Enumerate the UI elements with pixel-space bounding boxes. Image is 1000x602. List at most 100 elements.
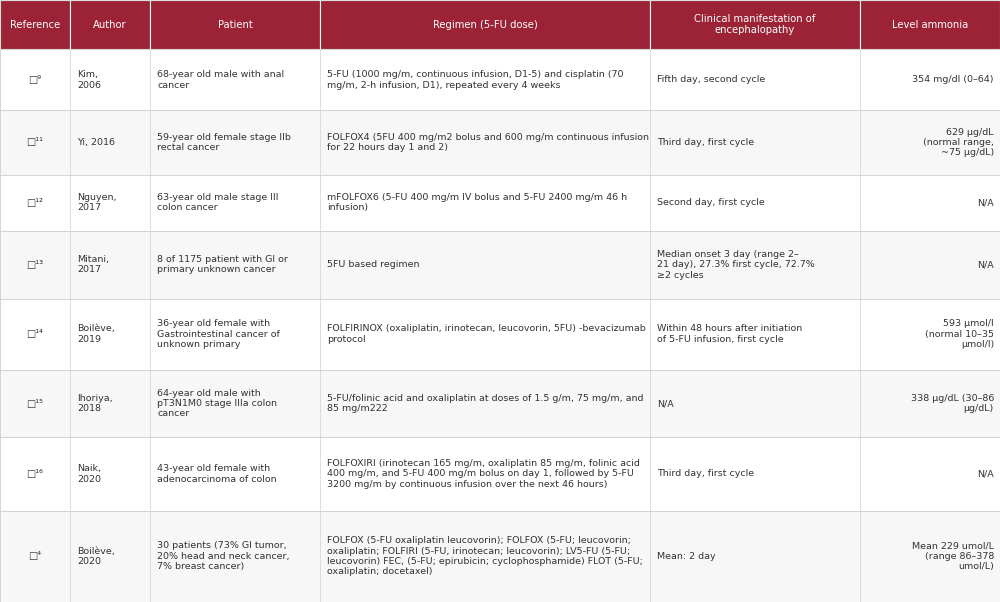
Text: □¹²: □¹²: [26, 198, 44, 208]
Text: Ihoriya,
2018: Ihoriya, 2018: [77, 394, 113, 413]
Bar: [860, 110, 1000, 175]
Bar: [650, 438, 860, 510]
Text: □¹⁶: □¹⁶: [26, 469, 44, 479]
Bar: [150, 0, 320, 49]
Bar: [0, 438, 70, 510]
Bar: [320, 49, 650, 110]
Text: 354 mg/dl (0–64): 354 mg/dl (0–64): [912, 75, 994, 84]
Text: mFOLFOX6 (5-FU 400 mg/m IV bolus and 5-FU 2400 mg/m 46 h
infusion): mFOLFOX6 (5-FU 400 mg/m IV bolus and 5-F…: [327, 193, 627, 213]
Bar: [70, 370, 150, 438]
Bar: [150, 299, 320, 370]
Bar: [650, 370, 860, 438]
Bar: [150, 110, 320, 175]
Text: Author: Author: [93, 20, 127, 29]
Text: 5-FU/folinic acid and oxaliplatin at doses of 1.5 g/m, 75 mg/m, and
85 mg/m222: 5-FU/folinic acid and oxaliplatin at dos…: [327, 394, 644, 413]
Bar: [0, 510, 70, 602]
Text: □⁹: □⁹: [28, 75, 42, 85]
Bar: [0, 0, 70, 49]
Text: 629 μg/dL
(normal range,
~75 μg/dL): 629 μg/dL (normal range, ~75 μg/dL): [923, 128, 994, 157]
Bar: [650, 175, 860, 231]
Text: FOLFOXIRI (irinotecan 165 mg/m, oxaliplatin 85 mg/m, folinic acid
400 mg/m, and : FOLFOXIRI (irinotecan 165 mg/m, oxalipla…: [327, 459, 640, 489]
Text: 338 μg/dL (30–86
μg/dL): 338 μg/dL (30–86 μg/dL): [911, 394, 994, 413]
Bar: [0, 231, 70, 299]
Bar: [320, 110, 650, 175]
Bar: [0, 49, 70, 110]
Text: □¹⁴: □¹⁴: [26, 329, 44, 339]
Text: 5-FU (1000 mg/m, continuous infusion, D1-5) and cisplatin (70
mg/m, 2-h infusion: 5-FU (1000 mg/m, continuous infusion, D1…: [327, 70, 624, 90]
Text: Clinical manifestation of
encephalopathy: Clinical manifestation of encephalopathy: [694, 14, 816, 36]
Text: Boilève,
2020: Boilève, 2020: [77, 547, 115, 566]
Text: 30 patients (73% GI tumor,
20% head and neck cancer,
7% breast cancer): 30 patients (73% GI tumor, 20% head and …: [157, 541, 290, 571]
Bar: [650, 0, 860, 49]
Bar: [0, 110, 70, 175]
Text: 8 of 1175 patient with GI or
primary unknown cancer: 8 of 1175 patient with GI or primary unk…: [157, 255, 288, 275]
Text: Reference: Reference: [10, 20, 60, 29]
Bar: [860, 49, 1000, 110]
Text: □¹⁵: □¹⁵: [26, 399, 44, 409]
Bar: [70, 110, 150, 175]
Bar: [150, 438, 320, 510]
Text: Median onset 3 day (range 2–
21 day), 27.3% first cycle, 72.7%
≥2 cycles: Median onset 3 day (range 2– 21 day), 27…: [657, 250, 815, 280]
Text: 593 μmol/l
(normal 10–35
μmol/l): 593 μmol/l (normal 10–35 μmol/l): [925, 319, 994, 349]
Text: Boilève,
2019: Boilève, 2019: [77, 324, 115, 344]
Text: 59-year old female stage IIb
rectal cancer: 59-year old female stage IIb rectal canc…: [157, 133, 291, 152]
Bar: [860, 0, 1000, 49]
Text: Level ammonia: Level ammonia: [892, 20, 968, 29]
Bar: [320, 370, 650, 438]
Bar: [70, 0, 150, 49]
Bar: [320, 175, 650, 231]
Bar: [860, 299, 1000, 370]
Bar: [0, 175, 70, 231]
Text: Second day, first cycle: Second day, first cycle: [657, 198, 765, 207]
Text: FOLFOX4 (5FU 400 mg/m2 bolus and 600 mg/m continuous infusion
for 22 hours day 1: FOLFOX4 (5FU 400 mg/m2 bolus and 600 mg/…: [327, 133, 649, 152]
Text: Within 48 hours after initiation
of 5-FU infusion, first cycle: Within 48 hours after initiation of 5-FU…: [657, 324, 802, 344]
Text: FOLFOX (5-FU oxaliplatin leucovorin); FOLFOX (5-FU; leucovorin;
oxaliplatin; FOL: FOLFOX (5-FU oxaliplatin leucovorin); FO…: [327, 536, 643, 576]
Text: 5FU based regimen: 5FU based regimen: [327, 260, 420, 269]
Bar: [650, 49, 860, 110]
Text: N/A: N/A: [657, 399, 674, 408]
Bar: [0, 370, 70, 438]
Bar: [320, 231, 650, 299]
Bar: [150, 49, 320, 110]
Text: Fifth day, second cycle: Fifth day, second cycle: [657, 75, 765, 84]
Bar: [70, 175, 150, 231]
Bar: [70, 438, 150, 510]
Text: □¹³: □¹³: [26, 259, 44, 270]
Bar: [860, 438, 1000, 510]
Text: Mean 229 umol/L
(range 86–378
umol/L): Mean 229 umol/L (range 86–378 umol/L): [912, 541, 994, 571]
Bar: [650, 231, 860, 299]
Text: Mean: 2 day: Mean: 2 day: [657, 552, 716, 561]
Text: FOLFIRINOX (oxaliplatin, irinotecan, leucovorin, 5FU) -bevacizumab
protocol: FOLFIRINOX (oxaliplatin, irinotecan, leu…: [327, 324, 646, 344]
Text: 43-year old female with
adenocarcinoma of colon: 43-year old female with adenocarcinoma o…: [157, 464, 277, 483]
Bar: [860, 175, 1000, 231]
Text: □¹¹: □¹¹: [26, 137, 44, 147]
Text: 63-year old male stage III
colon cancer: 63-year old male stage III colon cancer: [157, 193, 278, 213]
Text: Third day, first cycle: Third day, first cycle: [657, 138, 754, 147]
Bar: [150, 510, 320, 602]
Text: □⁴: □⁴: [28, 551, 42, 561]
Bar: [70, 49, 150, 110]
Text: N/A: N/A: [977, 198, 994, 207]
Bar: [70, 510, 150, 602]
Text: 36-year old female with
Gastrointestinal cancer of
unknown primary: 36-year old female with Gastrointestinal…: [157, 319, 280, 349]
Text: Yi, 2016: Yi, 2016: [77, 138, 115, 147]
Text: Patient: Patient: [218, 20, 252, 29]
Text: Nguyen,
2017: Nguyen, 2017: [77, 193, 117, 213]
Bar: [860, 370, 1000, 438]
Text: Regimen (5-FU dose): Regimen (5-FU dose): [433, 20, 537, 29]
Bar: [0, 299, 70, 370]
Text: Naik,
2020: Naik, 2020: [77, 464, 101, 483]
Bar: [150, 231, 320, 299]
Text: Third day, first cycle: Third day, first cycle: [657, 470, 754, 479]
Bar: [70, 299, 150, 370]
Text: Mitani,
2017: Mitani, 2017: [77, 255, 109, 275]
Bar: [650, 510, 860, 602]
Bar: [320, 0, 650, 49]
Bar: [150, 175, 320, 231]
Text: Kim,
2006: Kim, 2006: [77, 70, 101, 90]
Bar: [320, 299, 650, 370]
Bar: [860, 510, 1000, 602]
Text: 64-year old male with
pT3N1M0 stage IIIa colon
cancer: 64-year old male with pT3N1M0 stage IIIa…: [157, 389, 277, 418]
Text: 68-year old male with anal
cancer: 68-year old male with anal cancer: [157, 70, 284, 90]
Text: N/A: N/A: [977, 470, 994, 479]
